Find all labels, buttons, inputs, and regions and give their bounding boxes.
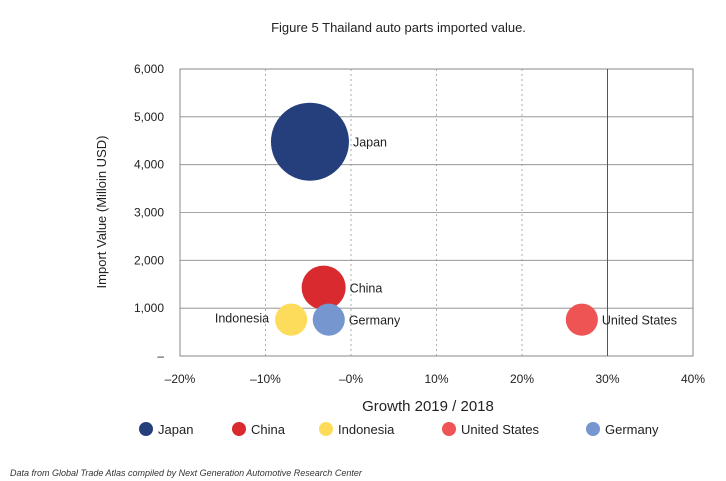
- bubble-label-indonesia: Indonesia: [215, 312, 269, 326]
- legend-marker: [319, 422, 333, 436]
- legend: Japan China Indonesia United States Germany: [139, 422, 659, 437]
- bubble-united-states: [565, 303, 598, 336]
- bubble-label-china: China: [350, 282, 383, 296]
- x-tick-label: –20%: [165, 372, 196, 386]
- bubble-label-japan: Japan: [353, 136, 387, 150]
- y-tick-label: –: [157, 349, 164, 363]
- x-tick-label: 10%: [424, 372, 448, 386]
- legend-label: Indonesia: [338, 422, 395, 437]
- bubble-indonesia: [275, 303, 308, 336]
- x-tick-label: –10%: [250, 372, 281, 386]
- legend-label: Japan: [158, 422, 193, 437]
- bubbles: [270, 102, 598, 336]
- y-tick-label: 4,000: [134, 158, 164, 172]
- legend-marker: [586, 422, 600, 436]
- y-tick-label: 1,000: [134, 301, 164, 315]
- source-footnote: Data from Global Trade Atlas compiled by…: [10, 468, 362, 478]
- bubble-japan: [270, 102, 349, 181]
- x-tick-label: 40%: [681, 372, 705, 386]
- y-tick-label: 2,000: [134, 253, 164, 267]
- x-tick-label: 30%: [595, 372, 619, 386]
- x-tick-label: –0%: [339, 372, 363, 386]
- y-tick-label: 6,000: [134, 62, 164, 76]
- legend-label: Germany: [605, 422, 659, 437]
- x-axis-label: Growth 2019 / 2018: [362, 398, 494, 415]
- axes: – 1,000 2,000 3,000 4,000 5,000 6,000 –20% –10% –…: [134, 62, 705, 386]
- y-axis-label: Import Value (Milloin USD): [94, 136, 109, 289]
- bubble-label-united-states: United States: [602, 314, 677, 328]
- y-tick-label: 5,000: [134, 110, 164, 124]
- legend-label: United States: [461, 422, 540, 437]
- legend-marker: [442, 422, 456, 436]
- bubble-china: [301, 265, 346, 310]
- x-tick-label: 20%: [510, 372, 534, 386]
- legend-marker: [139, 422, 153, 436]
- bubble-germany: [312, 303, 345, 336]
- legend-marker: [232, 422, 246, 436]
- y-tick-label: 3,000: [134, 206, 164, 220]
- bubble-labels: Japan China Indonesia United States Germany: [215, 136, 677, 328]
- bubble-label-germany: Germany: [349, 314, 401, 328]
- grid: [179, 68, 694, 357]
- legend-label: China: [251, 422, 286, 437]
- chart-title: Figure 5 Thailand auto parts imported va…: [271, 20, 526, 35]
